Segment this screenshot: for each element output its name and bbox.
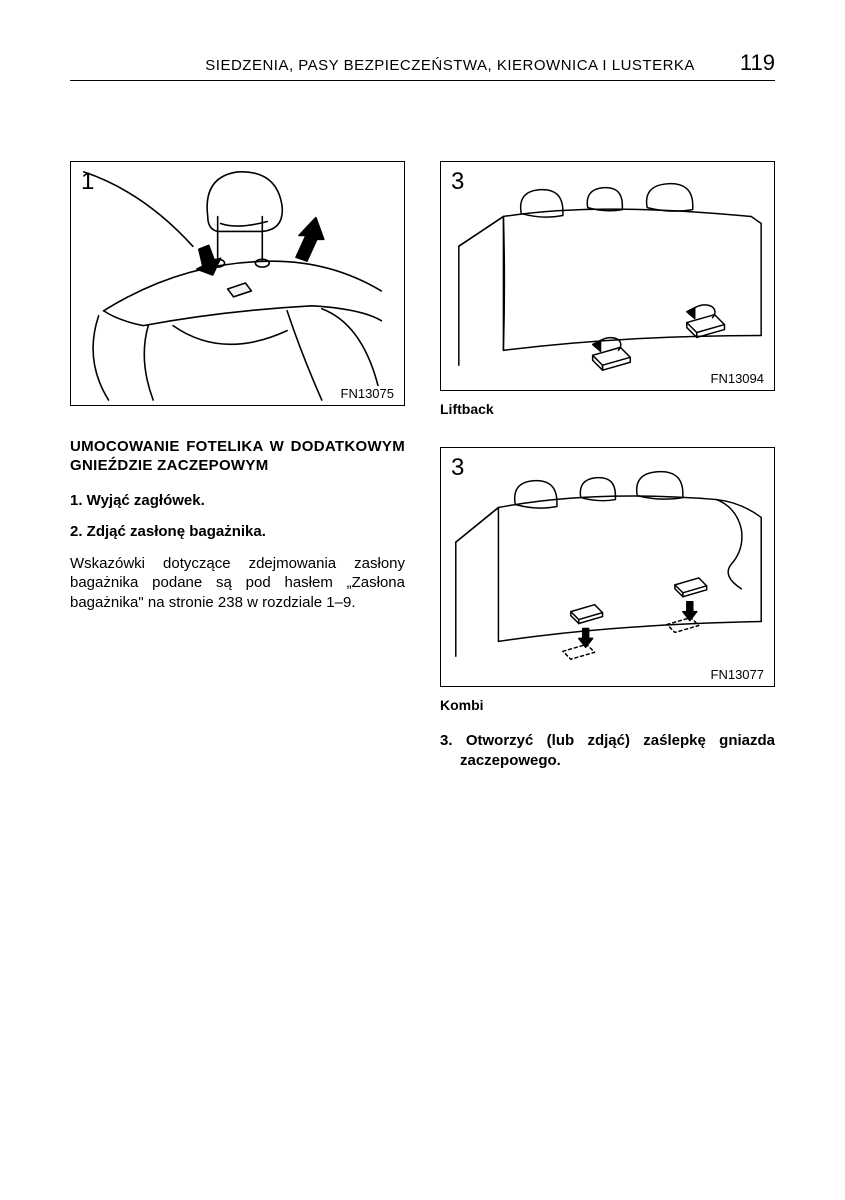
liftback-caption: Liftback — [440, 401, 775, 417]
figure-3b-code: FN13077 — [709, 667, 766, 682]
kombi-anchor-illustration — [441, 448, 774, 686]
left-column: 1 — [70, 161, 405, 772]
figure-3-liftback: 3 — [440, 161, 775, 391]
headrest-removal-illustration — [71, 162, 404, 405]
kombi-caption: Kombi — [440, 697, 775, 713]
step-3: 3. Otworzyć (lub zdjąć) zaślepkę gniazda… — [440, 731, 775, 772]
figure-3a-number: 3 — [451, 168, 464, 196]
figure-3b-number: 3 — [451, 454, 464, 482]
instruction-paragraph: Wskazówki dotyczące zdejmowania zasłony … — [70, 554, 405, 613]
page-header: SIEDZENIA, PASY BEZPIECZEŃSTWA, KIEROWNI… — [70, 50, 775, 81]
figure-3a-code: FN13094 — [709, 371, 766, 386]
figure-1-number: 1 — [81, 168, 94, 196]
figure-1-code: FN13075 — [339, 386, 396, 401]
chapter-title: SIEDZENIA, PASY BEZPIECZEŃSTWA, KIEROWNI… — [205, 57, 695, 74]
section-heading: UMOCOWANIE FOTELIKA W DODATKOWYM GNIEŹDZ… — [70, 438, 405, 476]
step-1: 1. Wyjąć zagłówek. — [70, 492, 405, 509]
right-column: 3 — [440, 161, 775, 772]
figure-3-kombi: 3 — [440, 447, 775, 687]
step-2: 2. Zdjąć zasłonę bagażnika. — [70, 523, 405, 540]
liftback-anchor-illustration — [441, 162, 774, 390]
page-number: 119 — [740, 50, 775, 76]
content-columns: 1 — [70, 161, 775, 772]
figure-1: 1 — [70, 161, 405, 406]
